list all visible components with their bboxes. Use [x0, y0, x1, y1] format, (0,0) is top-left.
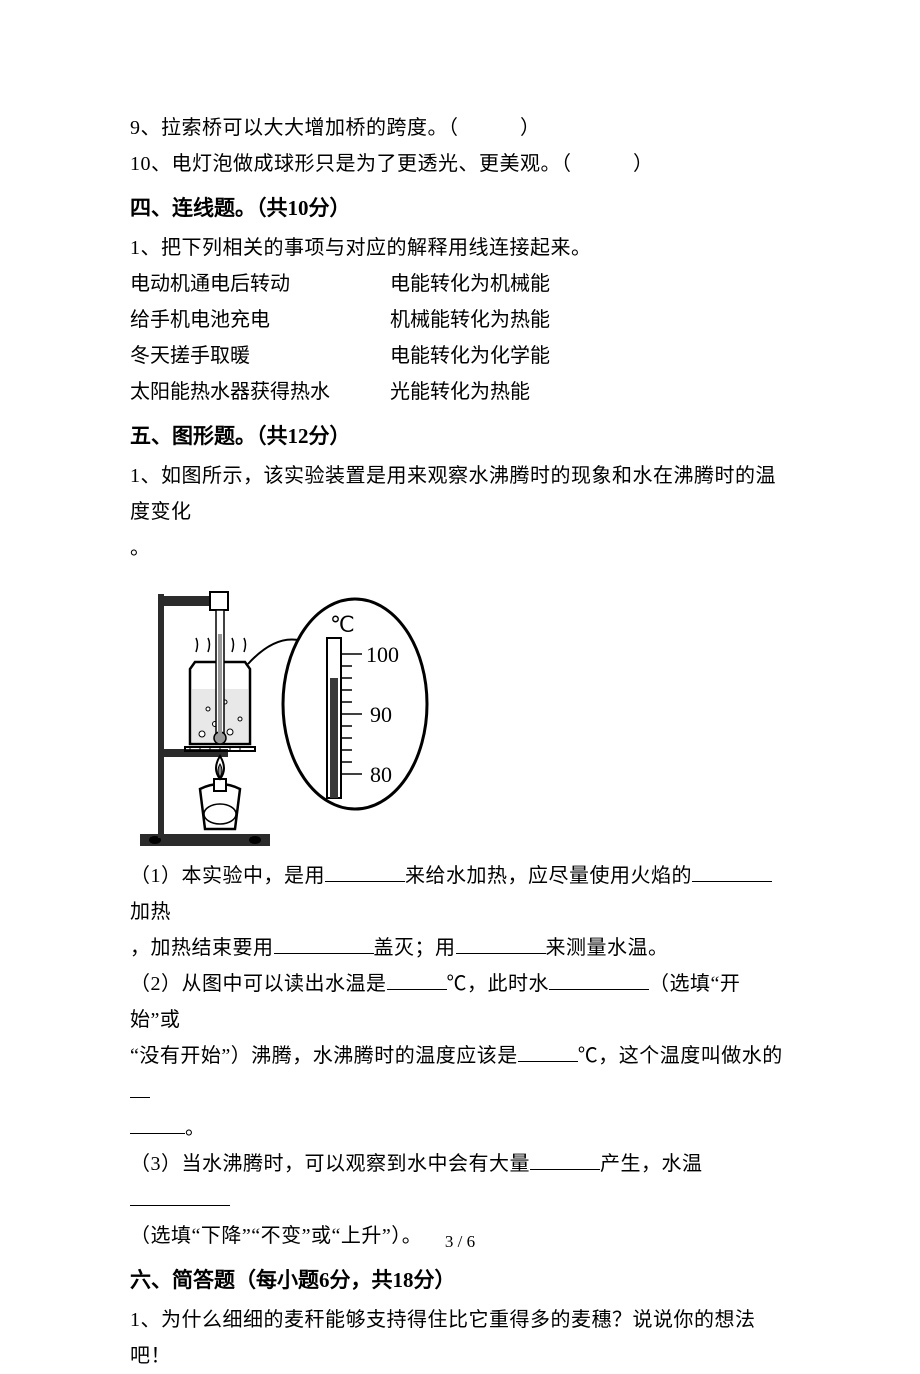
bubble [199, 731, 205, 737]
bubble [206, 707, 210, 711]
matching-table: 电动机通电后转动 电能转化为机械能 给手机电池充电 机械能转化为热能 冬天搓手取… [130, 266, 790, 410]
steam-3 [232, 638, 234, 652]
top-clamp [210, 592, 228, 610]
flame-inner [218, 764, 222, 777]
blank[interactable] [387, 971, 447, 990]
text: ℃，这个温度叫做水的 [578, 1045, 783, 1067]
text: 。 [185, 1117, 206, 1139]
blank[interactable] [530, 1151, 600, 1170]
blank[interactable] [692, 863, 772, 882]
text: （1）本实验中，是用 [130, 865, 325, 887]
blank[interactable] [130, 1079, 150, 1098]
q5-2-line3: 。 [130, 1110, 790, 1146]
section-6-q1: 1、为什么细细的麦秆能够支持得住比它重得多的麦穗？说说你的想法吧！ [130, 1302, 790, 1374]
zoom-mercury [330, 678, 338, 798]
text: ℃，此时水 [447, 973, 550, 995]
bubble [238, 717, 242, 721]
section-5-intro: 1、如图所示，该实验装置是用来观察水沸腾时的现象和水在沸腾时的温度变化 [130, 458, 790, 530]
q5-3-line1: （3）当水沸腾时，可以观察到水中会有大量 产生，水温 [130, 1146, 790, 1218]
text: 来给水加热，应尽量使用火焰的 [405, 865, 692, 887]
match-right-0: 电能转化为机械能 [390, 266, 790, 302]
section-5-title: 五、图形题。（共12分） [130, 416, 790, 456]
lamp-cap [214, 779, 226, 791]
bubble [227, 729, 233, 735]
match-right-2: 电能转化为化学能 [390, 338, 790, 374]
match-left-2: 冬天搓手取暖 [130, 338, 390, 374]
section-4-title: 四、连线题。（共10分） [130, 188, 790, 228]
text: 盖灭；用 [374, 937, 456, 959]
q5-1-line2: ，加热结束要用 盖灭；用 来测量水温。 [130, 930, 790, 966]
blank[interactable] [549, 971, 649, 990]
text: ，加热结束要用 [130, 937, 274, 959]
blank[interactable] [274, 935, 374, 954]
match-right-1: 机械能转化为热能 [390, 302, 790, 338]
steam-4 [244, 638, 246, 652]
blank[interactable] [130, 1187, 230, 1206]
blank[interactable] [130, 1115, 185, 1134]
match-left-3: 太阳能热水器获得热水 [130, 374, 390, 410]
tick-label-90: 90 [370, 702, 392, 727]
text: 产生，水温 [600, 1153, 703, 1175]
base-foot-right [249, 836, 261, 844]
q5-1-line1: （1）本实验中，是用 来给水加热，应尽量使用火焰的加热 [130, 858, 790, 930]
text: 来测量水温。 [546, 937, 669, 959]
q5-2-line1: （2）从图中可以读出水温是℃，此时水（选填“开始”或 [130, 966, 790, 1038]
section-6-title: 六、简答题（每小题6分，共18分） [130, 1260, 790, 1300]
boiling-apparatus-svg: ℃ 100 90 80 [130, 574, 430, 854]
blank[interactable] [325, 863, 405, 882]
experiment-figure: ℃ 100 90 80 [130, 574, 790, 854]
blank[interactable] [518, 1043, 578, 1062]
thermometer-mercury [218, 634, 222, 738]
question-9: 9、拉索桥可以大大增加桥的跨度。（ ） [130, 110, 790, 146]
steam-1 [196, 638, 198, 652]
stand-rod [158, 594, 164, 838]
blank[interactable] [456, 935, 546, 954]
steam-2 [208, 638, 210, 652]
callout-bubble [283, 599, 427, 809]
tick-label-80: 80 [370, 762, 392, 787]
match-left-1: 给手机电池充电 [130, 302, 390, 338]
thermometer-unit: ℃ [330, 612, 355, 637]
text: 加热 [130, 901, 171, 923]
question-10: 10、电灯泡做成球形只是为了更透光、更美观。（ ） [130, 146, 790, 182]
match-left-0: 电动机通电后转动 [130, 266, 390, 302]
tick-label-100: 100 [366, 642, 399, 667]
section-4-intro: 1、把下列相关的事项与对应的解释用线连接起来。 [130, 230, 790, 266]
text: （2）从图中可以读出水温是 [130, 973, 387, 995]
text: （3）当水沸腾时，可以观察到水中会有大量 [130, 1153, 530, 1175]
page: 9、拉索桥可以大大增加桥的跨度。（ ） 10、电灯泡做成球形只是为了更透光、更美… [0, 0, 920, 1302]
page-number: 3 / 6 [0, 1232, 920, 1252]
text: “没有开始”）沸腾，水沸腾时的温度应该是 [130, 1045, 518, 1067]
match-right-3: 光能转化为热能 [390, 374, 790, 410]
q5-2-line2: “没有开始”）沸腾，水沸腾时的温度应该是 ℃，这个温度叫做水的 [130, 1038, 790, 1110]
section-5-intro-tail: 。 [130, 530, 790, 566]
